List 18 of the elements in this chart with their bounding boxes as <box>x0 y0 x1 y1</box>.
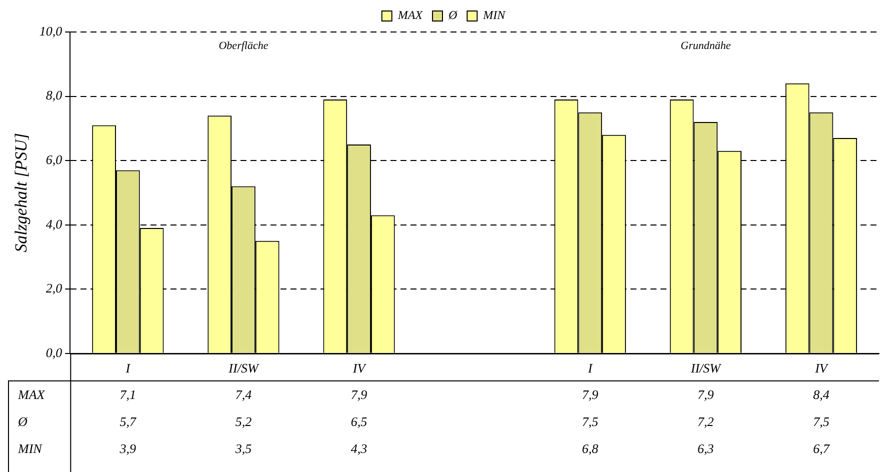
y-tick-label: 8,0 <box>46 88 63 103</box>
x-tick-label: IV <box>352 360 368 376</box>
y-tick-label: 6,0 <box>46 152 63 167</box>
x-tick-label: IV <box>814 360 830 376</box>
y-tick-label: 4,0 <box>46 216 63 232</box>
y-tick-label: 2,0 <box>46 280 63 296</box>
legend-label: MAX <box>396 8 424 22</box>
x-tick-label: I <box>124 360 131 376</box>
y-axis-title: Salzgehalt [PSU] <box>12 132 31 252</box>
legend-label: MIN <box>482 8 506 22</box>
annotation: Oberfläche <box>218 40 268 52</box>
y-tick-label: 0,0 <box>46 344 63 360</box>
legend-label: Ø <box>447 8 458 22</box>
x-tick-label: II/SW <box>228 360 260 376</box>
y-tick-label: 10,0 <box>39 23 63 38</box>
x-tick-label: I <box>586 360 593 376</box>
x-tick-label: II/SW <box>690 360 722 376</box>
annotation: Grundnähe <box>680 40 731 52</box>
